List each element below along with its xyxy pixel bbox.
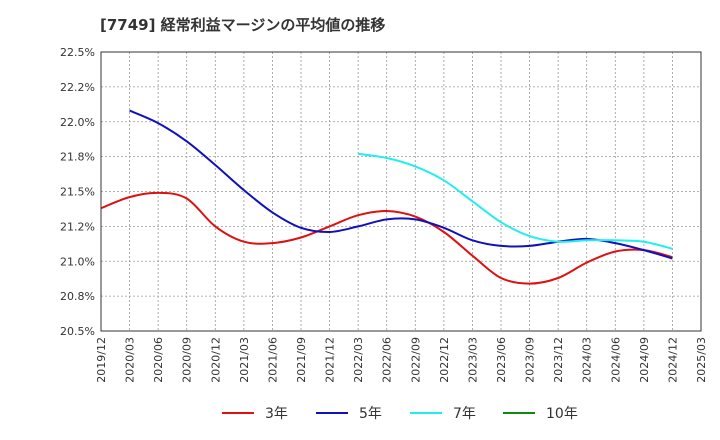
y-tick-label: 21.5% — [60, 186, 95, 199]
legend-label-3: 10年 — [546, 406, 578, 422]
series-lines — [100, 109, 673, 285]
x-tick-label: 2023/12 — [552, 337, 565, 383]
x-tick-label: 2023/09 — [524, 337, 537, 383]
y-tick-label: 21.8% — [60, 151, 95, 164]
x-tick-label: 2023/06 — [495, 337, 508, 383]
x-tick-label: 2021/03 — [238, 337, 251, 383]
x-tick-label: 2020/03 — [124, 337, 137, 383]
x-tick-label: 2022/12 — [438, 337, 451, 383]
plot-frame — [100, 51, 702, 332]
series-line-2 — [357, 152, 673, 250]
grid — [100, 51, 702, 332]
x-tick-label: 2021/09 — [295, 337, 308, 383]
x-tick-label: 2024/03 — [581, 337, 594, 383]
x-tick-label: 2020/12 — [209, 337, 222, 383]
y-tick-label: 22.0% — [60, 116, 95, 129]
x-tick-label: 2023/03 — [466, 337, 479, 383]
x-axis-ticks: 2019/12 2020/03 2020/06 2020/09 2020/12 2021/… — [95, 337, 708, 383]
x-tick-label: 2024/12 — [666, 337, 679, 383]
y-tick-label: 21.2% — [60, 220, 95, 233]
y-tick-label: 21.0% — [60, 255, 95, 268]
y-tick-label: 20.5% — [60, 325, 95, 338]
x-tick-label: 2019/12 — [95, 337, 108, 383]
series-line-0 — [100, 191, 673, 285]
x-tick-label: 2022/09 — [409, 337, 422, 383]
chart-title: [7749] 経常利益マージンの平均値の推移 — [100, 16, 386, 34]
legend-label-2: 7年 — [453, 406, 476, 422]
legend: 3年 5年 7年 10年 — [222, 406, 578, 422]
y-tick-label: 22.5% — [60, 46, 95, 59]
x-tick-label: 2022/06 — [381, 337, 394, 383]
x-tick-label: 2021/12 — [324, 337, 337, 383]
y-tick-label: 20.8% — [60, 290, 95, 303]
x-tick-label: 2020/06 — [152, 337, 165, 383]
legend-label-1: 5年 — [359, 406, 382, 422]
x-tick-label: 2022/03 — [352, 337, 365, 383]
x-tick-label: 2020/09 — [181, 337, 194, 383]
x-tick-label: 2025/03 — [695, 337, 708, 383]
series-line-1 — [129, 109, 673, 260]
x-tick-label: 2024/06 — [609, 337, 622, 383]
x-tick-label: 2024/09 — [638, 337, 651, 383]
legend-label-0: 3年 — [265, 406, 288, 422]
x-tick-label: 2021/06 — [266, 337, 279, 383]
y-axis-ticks: 20.5% 20.8% 21.0% 21.2% 21.5% 21.8% 22.0% 22.2%… — [60, 46, 95, 338]
y-tick-label: 22.2% — [60, 81, 95, 94]
